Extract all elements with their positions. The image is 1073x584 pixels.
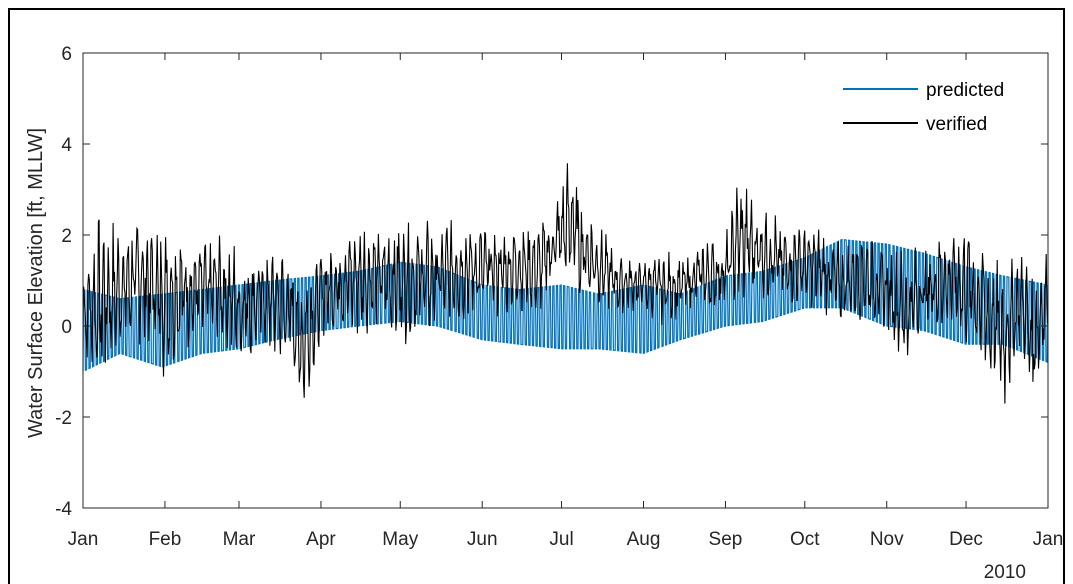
y-tick-label: 2 [61, 226, 72, 247]
x-tick-label: Jan [68, 529, 99, 550]
x-tick-label: Feb [149, 529, 182, 550]
x-tick-label: Dec [949, 529, 983, 550]
x-tick-label: May [382, 529, 418, 550]
legend-label-predicted: predicted [926, 80, 1004, 101]
x-tick-label: Jan [1033, 529, 1064, 550]
x-tick-label: Apr [306, 529, 336, 550]
y-tick-label: -2 [55, 408, 72, 429]
y-tick-label: 4 [61, 135, 72, 156]
y-tick-label: -4 [55, 499, 72, 520]
y-axis-label: Water Surface Elevation [ft, MLLW] [25, 128, 47, 438]
y-tick-label: 6 [61, 44, 72, 65]
legend-label-verified: verified [926, 114, 987, 135]
y-tick-label: 0 [61, 317, 72, 338]
series-predicted-line [82, 238, 1049, 372]
x-tick-label: Nov [870, 529, 904, 550]
series-verified-line [82, 163, 1049, 404]
x-tick-label: Jul [549, 529, 573, 550]
x-tick-label: Jun [467, 529, 498, 550]
plot-area-box [82, 52, 1049, 509]
x-secondary-label: 2010 [984, 562, 1026, 583]
x-tick-label: Mar [223, 529, 256, 550]
x-tick-label: Oct [790, 529, 820, 550]
x-tick-label: Aug [627, 529, 661, 550]
x-tick-label: Sep [709, 529, 743, 550]
legend: predicted verified [843, 80, 1004, 135]
